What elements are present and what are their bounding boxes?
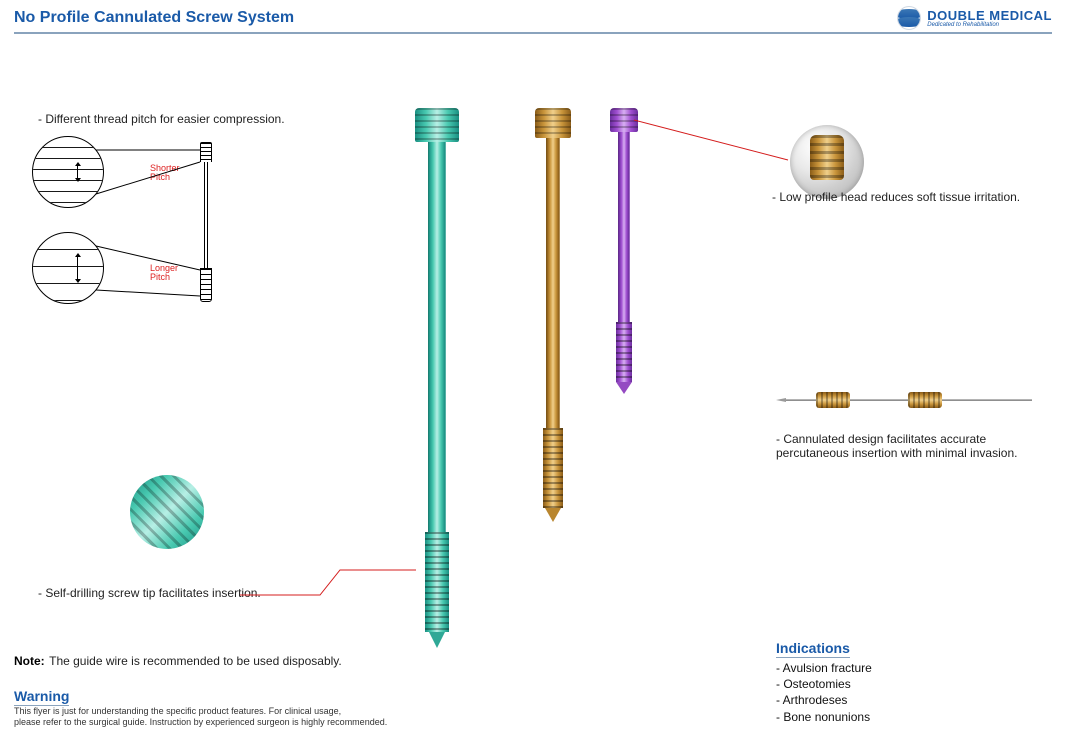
detail-self-drill-tip — [130, 475, 204, 549]
screw-gold-medium — [535, 108, 571, 522]
indication-item: - Osteotomies — [776, 676, 872, 692]
brand-text: DOUBLE MEDICAL Dedicated to Rehabilitati… — [927, 9, 1052, 28]
warning-title: Warning — [14, 688, 69, 706]
callout-thread-pitch: - Different thread pitch for easier comp… — [38, 112, 285, 126]
brand-logo-icon — [897, 6, 921, 30]
mini-screw-outline — [200, 142, 212, 302]
magnifier-longer-pitch — [32, 232, 104, 304]
note-label: Note: — [14, 654, 45, 668]
label-longer-pitch: Longer Pitch — [150, 264, 190, 282]
indications-block: Indications - Avulsion fracture - Osteot… — [776, 640, 872, 725]
callout-cannulated: - Cannulated design facilitates accurate… — [776, 432, 1046, 460]
warning-line-2: please refer to the surgical guide. Inst… — [14, 717, 387, 728]
warning-line-1: This flyer is just for understanding the… — [14, 706, 387, 717]
brand: DOUBLE MEDICAL Dedicated to Rehabilitati… — [897, 6, 1052, 30]
callout-low-profile: - Low profile head reduces soft tissue i… — [772, 190, 1020, 204]
indications-title: Indications — [776, 640, 850, 658]
brand-name: DOUBLE MEDICAL — [927, 9, 1052, 22]
screw-teal-large — [415, 108, 459, 648]
detail-low-profile-head — [790, 125, 864, 199]
note-text: The guide wire is recommended to be used… — [49, 654, 342, 668]
magnifier-shorter-pitch — [32, 136, 104, 208]
callout-self-drilling: - Self-drilling screw tip facilitates in… — [38, 586, 261, 600]
warning-block: Warning This flyer is just for understan… — [14, 688, 387, 729]
indication-item: - Avulsion fracture — [776, 660, 872, 676]
page-title: No Profile Cannulated Screw System — [14, 9, 294, 27]
diagram-canvas: - Different thread pitch for easier comp… — [0, 40, 1066, 756]
header-divider — [14, 32, 1052, 34]
indications-list: - Avulsion fracture - Osteotomies - Arth… — [776, 660, 872, 725]
screw-purple-small — [610, 108, 638, 394]
indication-item: - Bone nonunions — [776, 709, 872, 725]
thread-pitch-diagram: Shorter Pitch Longer Pitch — [32, 136, 252, 336]
indication-item: - Arthrodeses — [776, 692, 872, 708]
guidewire-diagram — [776, 388, 1034, 412]
brand-tagline: Dedicated to Rehabilitation — [927, 22, 1052, 28]
header: No Profile Cannulated Screw System DOUBL… — [0, 0, 1066, 32]
label-shorter-pitch: Shorter Pitch — [150, 164, 190, 182]
note-block: Note: The guide wire is recommended to b… — [14, 652, 342, 670]
